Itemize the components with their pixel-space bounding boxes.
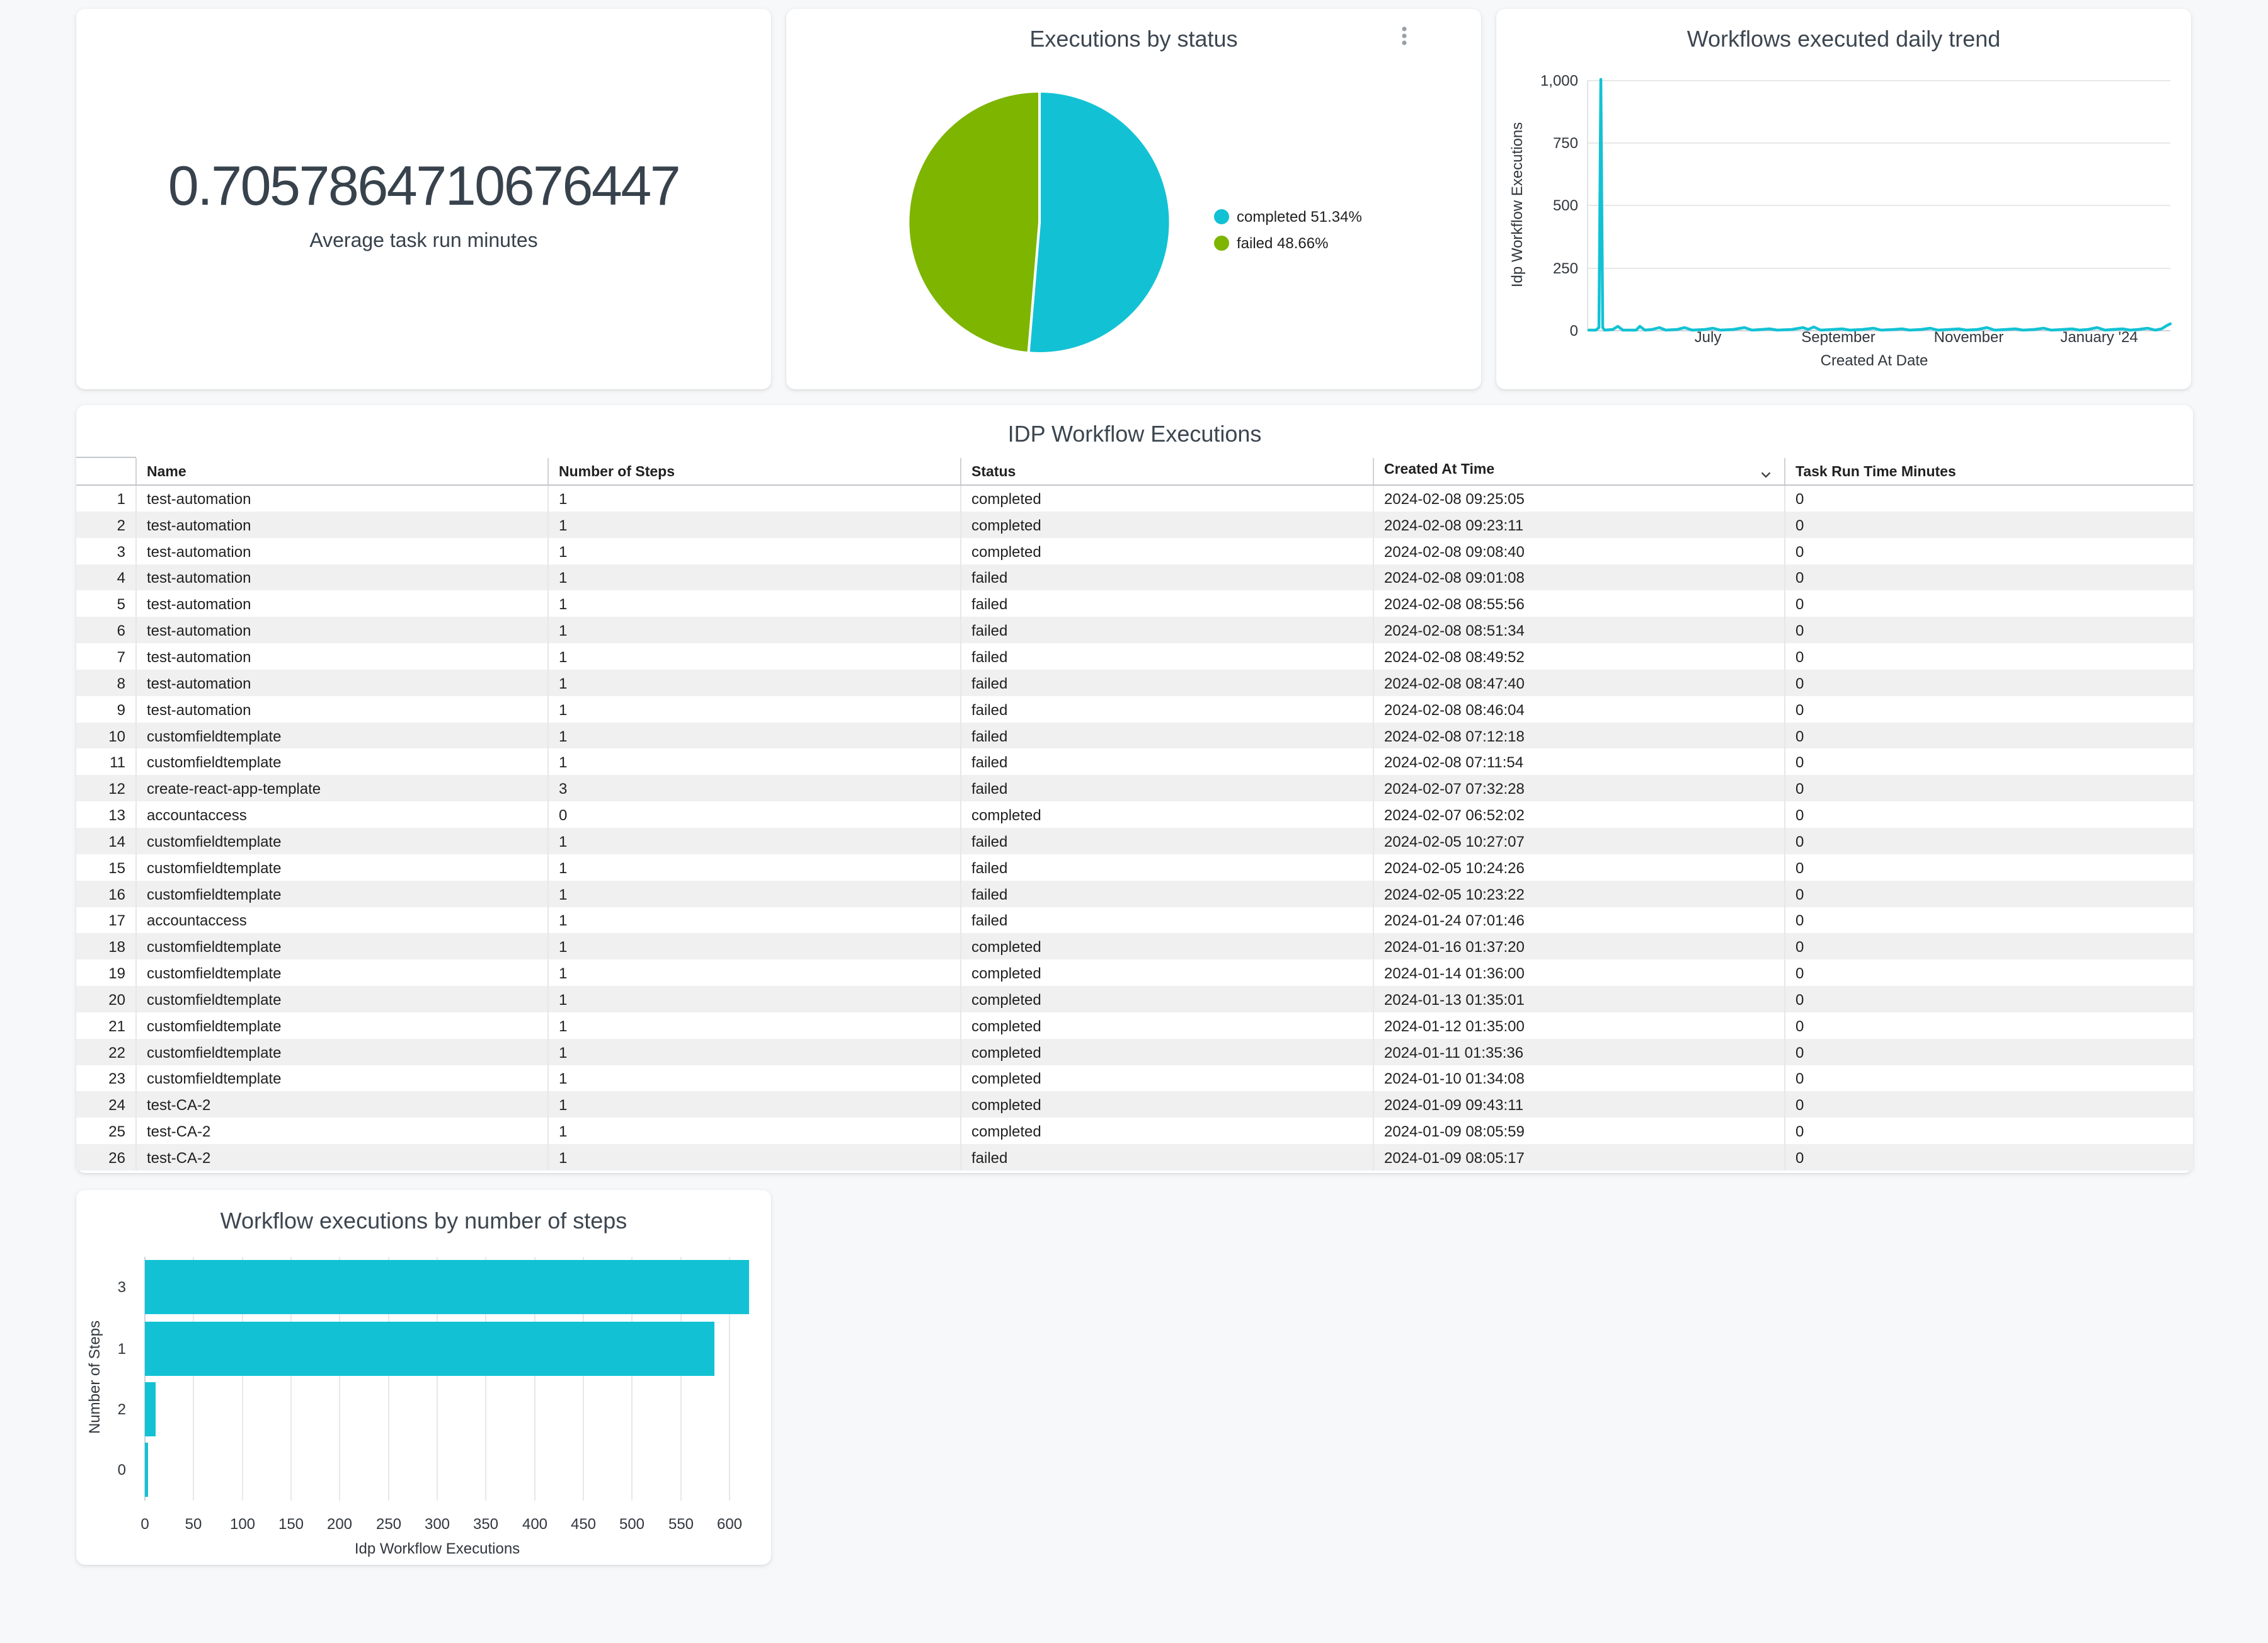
svg-text:1: 1 xyxy=(118,1341,126,1358)
svg-text:failed 48.66%: failed 48.66% xyxy=(1237,235,1328,252)
svg-text:1,000: 1,000 xyxy=(1540,72,1578,89)
svg-text:0: 0 xyxy=(140,1516,149,1533)
svg-text:completed 51.34%: completed 51.34% xyxy=(1237,209,1362,226)
svg-text:750: 750 xyxy=(1553,135,1578,152)
svg-text:450: 450 xyxy=(571,1516,596,1533)
svg-text:300: 300 xyxy=(425,1516,450,1533)
svg-text:250: 250 xyxy=(1553,260,1578,277)
svg-text:100: 100 xyxy=(230,1516,255,1533)
svg-text:400: 400 xyxy=(522,1516,547,1533)
svg-text:600: 600 xyxy=(717,1516,742,1533)
svg-text:2: 2 xyxy=(118,1401,126,1418)
svg-text:Idp Workflow Executions: Idp Workflow Executions xyxy=(355,1540,520,1557)
svg-text:0: 0 xyxy=(118,1462,126,1479)
svg-text:3: 3 xyxy=(118,1279,126,1296)
svg-text:500: 500 xyxy=(619,1516,644,1533)
svg-text:November: November xyxy=(1934,329,2004,346)
svg-text:500: 500 xyxy=(1553,197,1578,214)
svg-text:January '24: January '24 xyxy=(2060,329,2138,346)
svg-text:Created At Date: Created At Date xyxy=(1821,352,1928,369)
svg-text:September: September xyxy=(1801,329,1875,346)
svg-text:July: July xyxy=(1695,329,1722,346)
svg-text:150: 150 xyxy=(278,1516,304,1533)
svg-text:50: 50 xyxy=(185,1516,202,1533)
svg-text:Number of Steps: Number of Steps xyxy=(86,1320,103,1434)
svg-text:550: 550 xyxy=(668,1516,694,1533)
svg-text:350: 350 xyxy=(473,1516,498,1533)
svg-text:Idp Workflow Executions: Idp Workflow Executions xyxy=(1509,122,1526,287)
svg-text:250: 250 xyxy=(376,1516,401,1533)
svg-text:200: 200 xyxy=(327,1516,352,1533)
svg-text:0: 0 xyxy=(1570,323,1578,340)
